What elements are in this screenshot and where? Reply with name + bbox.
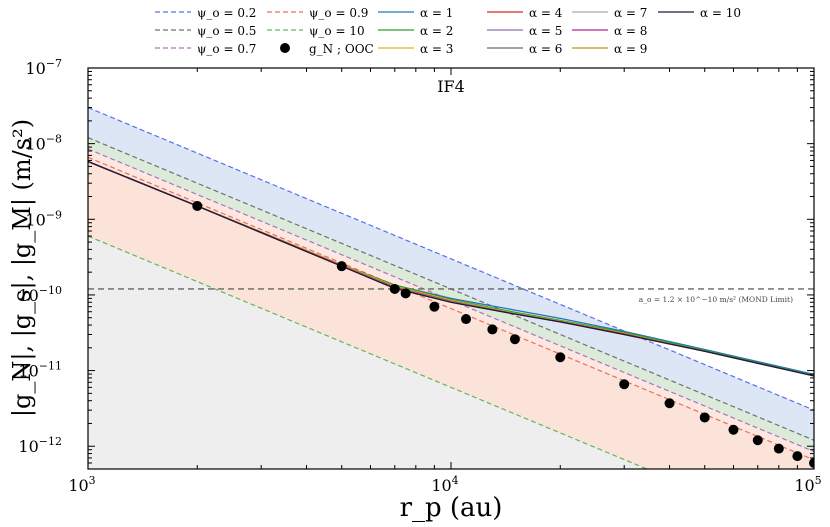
y-tick-label: 10−7 [25,57,62,78]
legend-label: α = 5 [529,24,562,38]
legend-label: ψ_o = 0.9 [309,6,368,20]
fill-o-10 [88,236,647,469]
chart-title: IF4 [437,77,465,96]
legend-label: α = 4 [529,6,563,20]
y-tick-label: 10−12 [18,435,62,456]
psi-fill-regions [88,107,814,469]
mond-limit-label: a_o = 1.2 × 10^−10 m/s² (MOND Limit) [639,295,793,304]
gN-point [619,379,630,390]
legend-label: α = 2 [420,24,453,38]
y-axis-label: |g_N|, |g_s|, |g_M| (m/s²) [8,119,37,417]
legend-label: ψ_o = 0.2 [197,6,256,20]
legend-label: α = 10 [700,6,741,20]
x-axis-label: r_p (au) [400,493,503,523]
legend-label: ψ_o = 0.5 [197,24,256,38]
gN-point [400,288,411,299]
legend-label: α = 7 [614,6,647,20]
gN-point [728,424,739,435]
fill-o-0-2 [88,107,814,441]
gN-point [555,352,566,363]
y-tick-label: 10−8 [25,133,62,154]
gN-point [752,435,763,446]
line-o-0-2 [88,106,814,411]
y-tick-label: 10−9 [25,208,62,229]
x-tick-label: 103 [68,474,95,495]
gN-point [773,443,784,454]
legend-label: g_N ; OOC [309,42,374,56]
gN-point [192,200,203,211]
legend-label: α = 1 [420,6,453,20]
gN-point [429,301,440,312]
line-o-10 [88,235,649,469]
gN-point [336,261,347,272]
legend: ψ_o = 0.2 ψ_o = 0.5 ψ_o = 0.7 ψ_o = 0.9 ψ_o … [155,6,741,56]
gN-point [487,324,498,335]
legend-label: α = 6 [529,42,562,56]
fill-o-0-5 [88,137,814,452]
line-10 [88,160,814,377]
gN-point [389,283,400,294]
legend-label: α = 8 [614,24,647,38]
axis-tick-labels: 103 104 105 10−7 10−8 10−9 10−10 10−11 10−12 [18,57,821,495]
y-tick-label: 10−10 [18,284,62,305]
gN-point [664,398,675,409]
gN-point [509,334,520,345]
legend-label: ψ_o = 0.7 [197,42,256,56]
y-tick-label: 10−11 [18,360,62,381]
axis-ticks [87,67,815,470]
line-o-0-9 [88,156,814,461]
fill-o-0-7 [88,148,814,460]
gN-point [699,412,710,423]
x-tick-label: 104 [431,474,458,495]
x-tick-label: 105 [794,474,821,495]
gN-points [192,200,814,469]
alpha-lines [88,160,814,377]
legend-label: α = 3 [420,42,453,56]
legend-label: α = 9 [614,42,647,56]
gN-point [792,451,803,462]
legend-marker [280,43,290,53]
legend-label: ψ_o = 10 [309,24,365,38]
gN-point [461,314,472,325]
